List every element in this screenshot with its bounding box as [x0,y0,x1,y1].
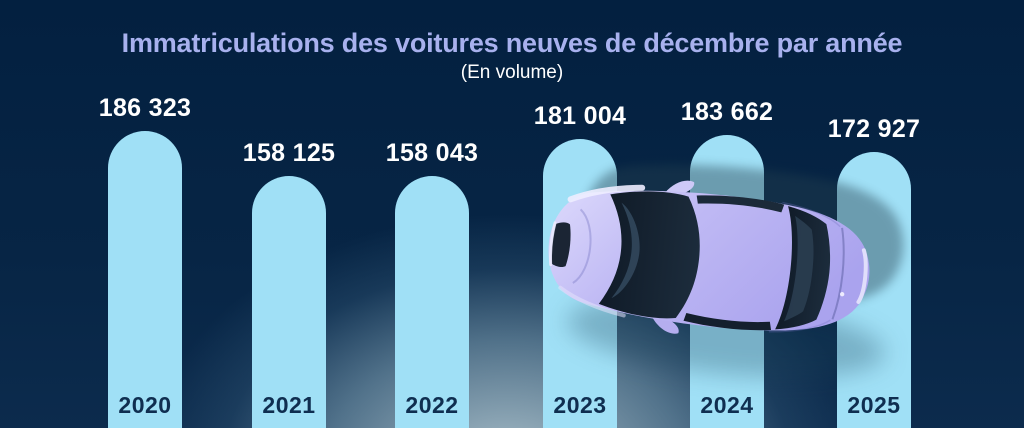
bar-category-label: 2023 [553,392,607,418]
car-highlight-front-edge [549,221,557,267]
car-rear-deck-line-bottom [768,319,831,333]
car-hood-crease [572,208,592,284]
bar-category-label: 2020 [118,392,172,418]
car-side-window-left [696,195,785,213]
car-highlight-rear [856,248,868,304]
bar-value-label: 181 004 [533,102,627,130]
bar-category-label: 2021 [262,392,316,418]
car-top-view-icon [548,180,870,334]
chart-subtitle: (En volume) [460,62,564,83]
bar-value-label: 158 043 [385,139,479,167]
car-highlight-front-bottom [558,285,626,318]
bar-value-label: 186 323 [98,94,192,122]
car-windshield-reflection [611,202,640,299]
bar-category-label: 2022 [405,392,459,418]
car-trunk-seam [831,227,845,320]
car-rear-badge [839,292,845,297]
car-illustration [533,164,884,356]
chart-title: Immatriculations des voitures neuves de … [121,28,903,58]
car-mirror-right [651,316,679,334]
car-highlight-front-top [567,184,646,203]
bar-value-label: 172 927 [827,115,921,143]
car-side-window-right [683,313,772,331]
bar-2021: 2021 [252,176,326,428]
bar-2022: 2022 [395,176,469,428]
bar-category-label: 2025 [847,392,901,418]
car-rear-deck-line-top [782,201,841,228]
car-rear-window-reflection [784,215,814,322]
bar-category-label: 2024 [700,392,754,418]
bar-value-label: 158 125 [242,139,336,167]
bar-value-label: 183 662 [680,98,774,126]
car-grille [551,222,571,268]
bar-2020: 2020 [108,131,182,428]
